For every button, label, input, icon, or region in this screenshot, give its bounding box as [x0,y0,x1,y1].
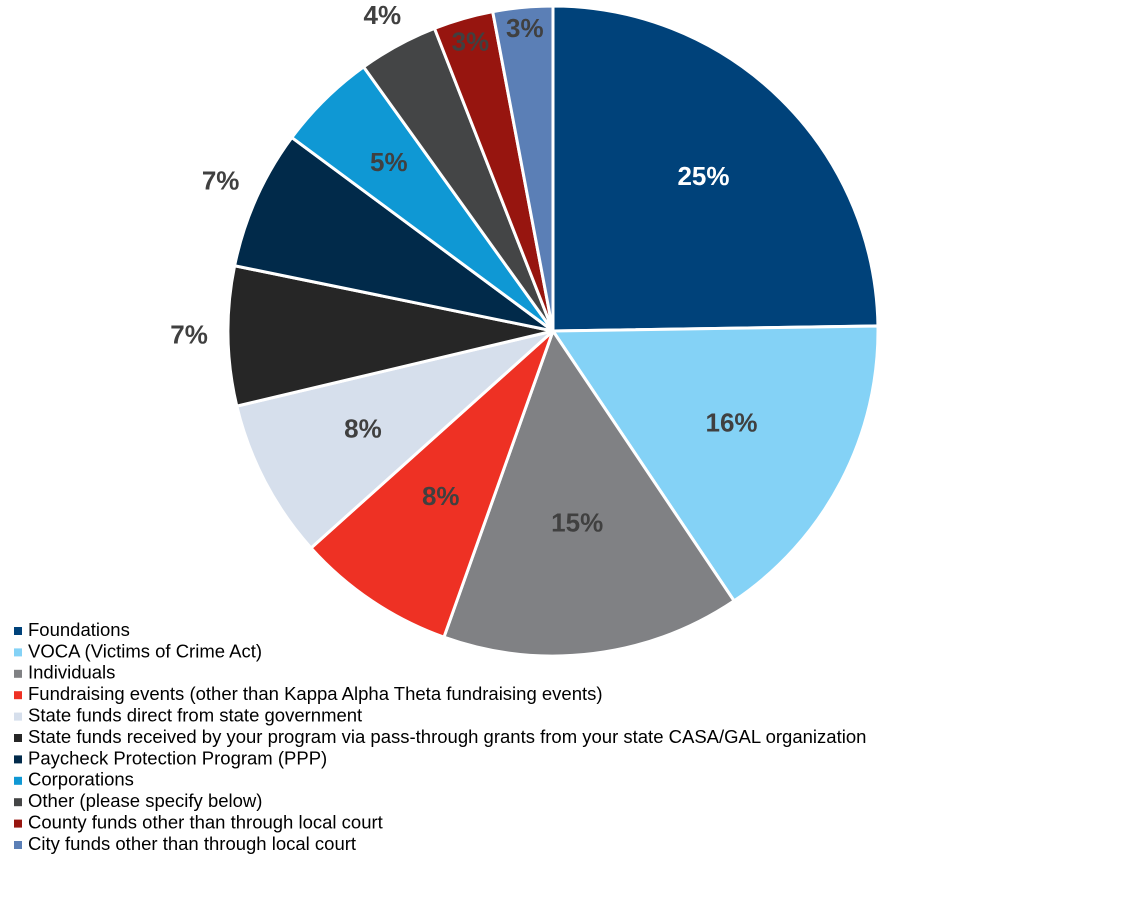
data-label: 7% [170,320,208,350]
data-label: 8% [422,481,460,511]
legend-swatch [14,798,22,807]
legend-label: County funds other than through local co… [28,811,383,832]
legend-swatch [14,734,22,742]
legend-label: Paycheck Protection Program (PPP) [28,747,327,768]
pie-slice [308,329,555,640]
pie-slice [551,4,880,333]
legend-swatch [14,648,22,657]
data-label: 16% [706,407,758,437]
legend-swatch [14,776,22,785]
pie-slice [490,4,555,332]
legend-label: State funds received by your program via… [28,726,866,747]
data-label: 4% [364,0,402,30]
data-label: 3% [506,13,544,43]
legend-label: Individuals [28,662,115,683]
legend-label: Corporations [28,769,134,790]
pie-slice [442,327,737,658]
legend-label: VOCA (Victims of Crime Act) [28,640,262,661]
legend-swatch [14,712,22,721]
legend-swatch [14,755,22,764]
data-label: 15% [551,507,603,537]
legend-label: Foundations [28,619,130,640]
legend-swatch [14,627,22,635]
legend-swatch [14,841,22,849]
pie-slice [550,324,880,603]
legend-label: Fundraising events (other than Kappa Alp… [28,683,603,704]
data-label: 7% [202,165,240,195]
legend-swatch [14,669,22,678]
pie-slice [226,263,554,408]
legend-label: City funds other than through local cour… [28,833,356,854]
data-label: 5% [370,147,408,177]
data-label: 25% [677,161,729,191]
legend-swatch [14,691,22,700]
legend-label: Other (please specify below) [28,790,262,811]
legend-swatch [14,819,22,828]
legend-label: State funds direct from state government [28,704,362,725]
data-label: 3% [452,27,490,57]
pie-slice [234,329,555,551]
data-label: 8% [344,413,382,443]
pie-slice [232,135,554,333]
